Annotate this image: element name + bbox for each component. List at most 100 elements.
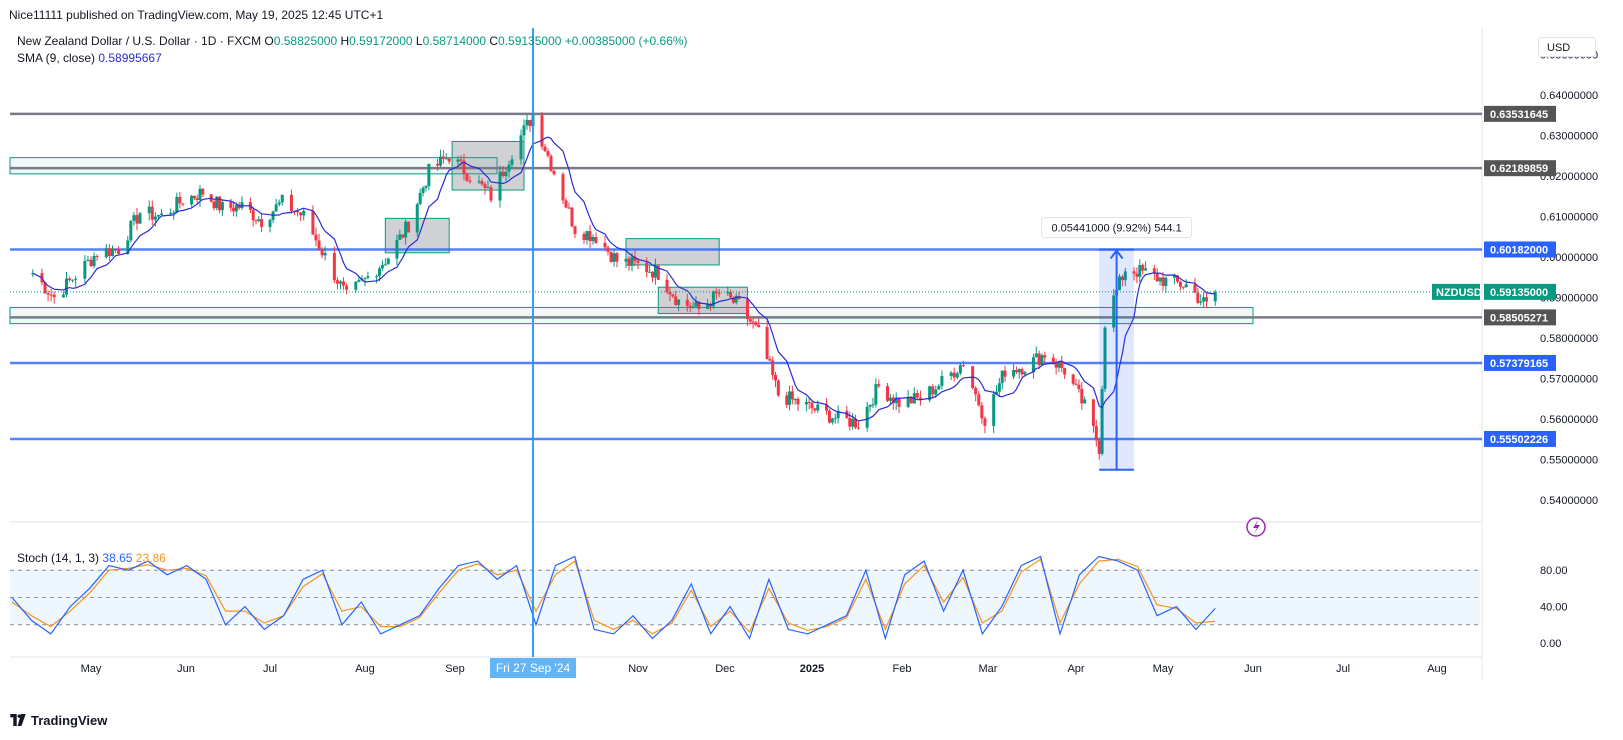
candle-body	[897, 397, 901, 407]
candle-body	[1103, 327, 1107, 390]
candle-body	[138, 213, 142, 224]
candle-body	[1202, 297, 1206, 302]
candle-body	[274, 204, 278, 212]
candle-body	[277, 202, 281, 205]
candle-body	[395, 239, 399, 259]
candle-body	[546, 151, 550, 156]
time-tick-label: Jun	[177, 663, 195, 675]
candle-body	[172, 212, 176, 214]
candle-body	[552, 170, 556, 175]
price-tick-label: 0.58000000	[1540, 333, 1598, 345]
candle-body	[229, 202, 233, 208]
candle-body	[737, 296, 741, 300]
candle-body	[827, 410, 831, 423]
candle-body	[940, 375, 944, 387]
stoch-legend[interactable]: Stoch (14, 1, 3) 38.65 23.86	[17, 551, 166, 565]
candle-body	[685, 299, 689, 306]
candle-body	[771, 360, 775, 375]
candle-body	[1178, 281, 1182, 287]
candle-body	[92, 255, 96, 267]
price-tick-label: 0.54000000	[1540, 495, 1598, 507]
crosshair-date-text: Fri 27 Sep '24	[496, 661, 571, 675]
time-tick-label: Dec	[715, 663, 735, 675]
candle-body	[507, 164, 511, 172]
level-price-text: 0.63531645	[1490, 109, 1548, 121]
candle-body	[573, 226, 577, 234]
stoch-k-line	[11, 555, 1216, 641]
tradingview-brand: TradingView	[9, 713, 107, 728]
candle-body	[1155, 273, 1159, 282]
candle-body	[323, 252, 327, 256]
candle-body	[688, 305, 692, 308]
candle-body	[633, 256, 637, 261]
candle-body	[1020, 369, 1024, 375]
level-price-text: 0.57379165	[1490, 358, 1548, 370]
candle-body	[937, 386, 941, 390]
candle-body	[1097, 440, 1101, 454]
candle-body	[1173, 275, 1177, 278]
candle-body	[289, 194, 293, 212]
candle-body	[645, 262, 649, 273]
level-price-text: 0.60182000	[1490, 244, 1548, 256]
candle-body	[280, 194, 284, 203]
candle-body	[438, 156, 442, 166]
candle-body	[1176, 275, 1180, 282]
support-resistance-zone	[9, 157, 498, 175]
candle-body	[150, 206, 154, 220]
candle-body	[46, 293, 50, 295]
candle-body	[74, 278, 78, 280]
candle-body	[977, 394, 981, 406]
candle-body	[398, 234, 402, 240]
time-tick-label: Jul	[263, 663, 277, 675]
candle-body	[582, 233, 586, 241]
candle-body	[465, 173, 469, 181]
candle-body	[774, 374, 778, 381]
candle-body	[851, 418, 855, 427]
candle-body	[918, 397, 922, 401]
candle-body	[240, 202, 244, 209]
candle-body	[95, 255, 99, 258]
candle-body	[1184, 284, 1188, 288]
close-value: 0.59135000	[498, 34, 562, 48]
candle-body	[107, 248, 111, 257]
candle-body	[110, 248, 114, 257]
candle-body	[175, 196, 179, 213]
candle-body	[299, 212, 303, 216]
candle-body	[1196, 292, 1200, 303]
candle-body	[302, 210, 306, 216]
candle-body	[906, 396, 910, 407]
stoch-d-value: 23.86	[135, 551, 166, 565]
candle-body	[132, 215, 136, 221]
candle-body	[909, 396, 913, 404]
candle-body	[342, 281, 346, 286]
stoch-tick-label: 40.00	[1540, 602, 1568, 614]
candle-body	[1158, 277, 1162, 282]
sma-legend[interactable]: SMA (9, close) 0.58995667	[17, 51, 162, 65]
candle-body	[1080, 388, 1084, 404]
candle-body	[61, 294, 65, 298]
candle-body	[135, 215, 139, 224]
candle-body	[237, 205, 241, 209]
symbol-legend[interactable]: New Zealand Dollar / U.S. Dollar · 1D · …	[17, 34, 688, 48]
candle-body	[711, 291, 715, 307]
candle-body	[1193, 284, 1197, 293]
candle-body	[961, 365, 965, 367]
candle-body	[147, 206, 151, 214]
time-tick-label: Apr	[1067, 663, 1084, 675]
candle-body	[1138, 265, 1142, 277]
currency-selector[interactable]: USD	[1538, 37, 1596, 57]
candle-body	[1152, 268, 1156, 274]
candle-body	[848, 417, 852, 427]
candle-body	[83, 260, 87, 279]
level-price-label: 0.55502226	[1484, 430, 1556, 447]
candle-body	[570, 207, 574, 227]
candle-body	[706, 303, 710, 310]
high-value: 0.59172000	[349, 34, 413, 48]
candle-body	[407, 221, 411, 233]
candle-body	[915, 393, 919, 398]
candle-body	[320, 249, 324, 256]
candle-body	[345, 285, 349, 290]
candle-body	[415, 204, 419, 233]
